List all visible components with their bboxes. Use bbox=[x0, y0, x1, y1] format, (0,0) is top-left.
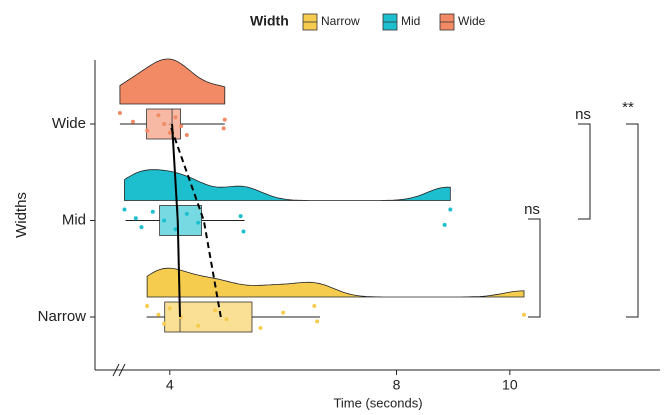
box bbox=[159, 205, 202, 236]
data-point bbox=[184, 133, 189, 137]
data-point bbox=[156, 312, 161, 317]
y-tick-label: Wide bbox=[52, 115, 86, 132]
median-line bbox=[171, 123, 182, 318]
x-tick-label: 10 bbox=[502, 377, 518, 393]
legend-title: Width bbox=[250, 13, 289, 29]
data-point bbox=[221, 126, 226, 131]
box bbox=[164, 301, 253, 333]
data-point bbox=[442, 222, 447, 227]
data-point bbox=[162, 321, 167, 326]
data-point bbox=[196, 220, 201, 225]
x-tick-label: 4 bbox=[166, 377, 174, 393]
significance-label: ns bbox=[575, 106, 591, 123]
x-axis-label: Time (seconds) bbox=[333, 395, 422, 410]
density-cloud bbox=[146, 267, 525, 298]
density-cloud bbox=[124, 169, 451, 201]
data-point bbox=[224, 317, 229, 322]
data-point bbox=[281, 310, 286, 315]
legend-label: Wide bbox=[458, 14, 486, 28]
legend-label: Mid bbox=[401, 14, 420, 28]
mean-line bbox=[168, 123, 222, 318]
data-point bbox=[167, 306, 172, 311]
data-point bbox=[133, 216, 138, 221]
data-point bbox=[196, 323, 201, 328]
data-point bbox=[184, 211, 189, 216]
y-axis-label: Widths bbox=[13, 192, 30, 238]
density-cloud bbox=[119, 58, 226, 105]
data-point bbox=[156, 113, 161, 118]
data-point bbox=[150, 209, 155, 214]
data-point bbox=[173, 115, 178, 120]
significance-bracket bbox=[528, 218, 541, 318]
data-point bbox=[130, 119, 135, 124]
data-point bbox=[213, 308, 218, 313]
significance-label: ** bbox=[622, 99, 634, 116]
data-point bbox=[117, 111, 122, 115]
data-point bbox=[145, 304, 150, 308]
data-point bbox=[222, 117, 227, 122]
data-point bbox=[139, 225, 144, 230]
significance-bracket bbox=[578, 123, 591, 220]
data-point bbox=[122, 207, 127, 212]
data-point bbox=[173, 227, 178, 232]
data-point bbox=[448, 207, 453, 212]
data-point bbox=[167, 130, 172, 135]
data-point bbox=[521, 312, 526, 317]
significance-label: ns bbox=[524, 201, 540, 218]
legend-label: Narrow bbox=[321, 14, 360, 28]
data-point bbox=[238, 214, 243, 219]
data-point bbox=[179, 124, 184, 129]
significance-bracket bbox=[626, 123, 639, 318]
data-point bbox=[258, 326, 263, 330]
data-point bbox=[145, 128, 150, 133]
data-point bbox=[315, 319, 320, 324]
x-tick-label: 8 bbox=[393, 377, 401, 393]
y-tick-label: Narrow bbox=[38, 308, 87, 325]
data-point bbox=[312, 304, 317, 308]
axis-break bbox=[112, 363, 120, 377]
data-point bbox=[241, 229, 246, 234]
data-point bbox=[162, 218, 167, 223]
data-point bbox=[162, 122, 167, 126]
y-tick-label: Mid bbox=[62, 211, 86, 228]
axis-break bbox=[118, 363, 126, 377]
